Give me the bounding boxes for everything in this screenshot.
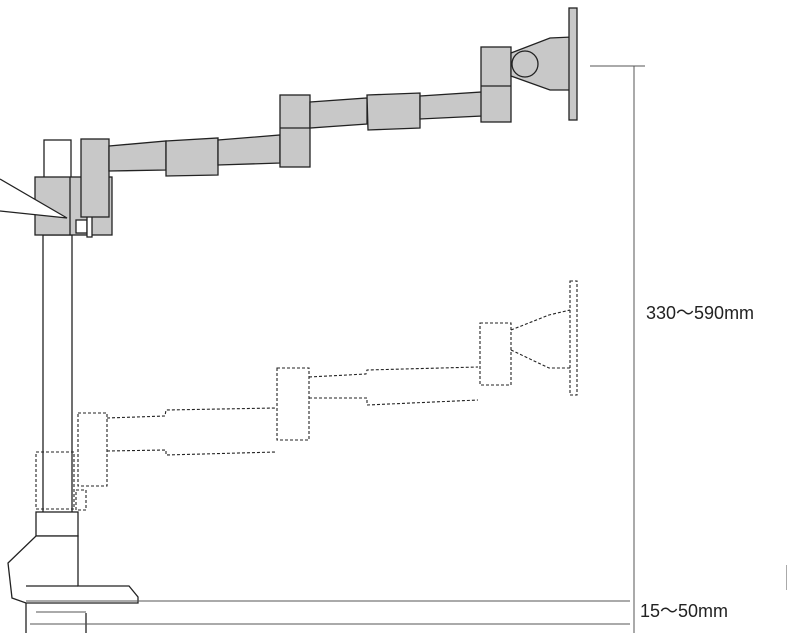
lock-knob <box>75 219 88 234</box>
mounting-pole <box>42 139 73 514</box>
height-dimension-line <box>590 65 787 633</box>
desk-clamp <box>7 511 139 633</box>
clamp-range-label: 15～50mm <box>640 601 729 621</box>
desk-top-line <box>26 600 630 625</box>
callout-pointer <box>0 178 68 219</box>
height-range-label: 330～590mm <box>646 303 755 323</box>
arm-lowered-position <box>35 280 578 511</box>
vesa-plate <box>568 7 578 121</box>
arm-sleeve-2 <box>366 92 421 131</box>
arm-raised-position <box>34 7 578 238</box>
joint-2 <box>279 94 311 168</box>
joint-3 <box>480 46 512 123</box>
arm-sleeve-1 <box>165 137 219 177</box>
joint-1 <box>80 138 110 218</box>
